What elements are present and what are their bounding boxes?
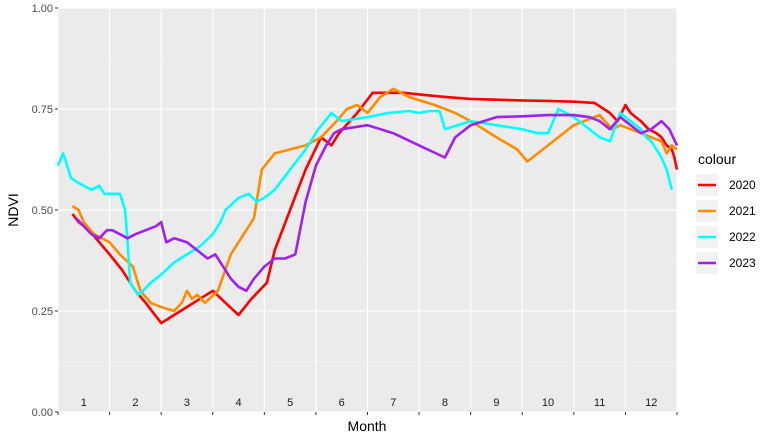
legend-label-2020: 2020	[729, 178, 756, 192]
month-label: 9	[493, 397, 499, 409]
month-label: 10	[542, 397, 554, 409]
y-axis: 0.00 0.25 0.50 0.75 1.00	[32, 3, 58, 419]
month-label: 7	[390, 397, 396, 409]
y-tick-label: 0.75	[32, 104, 53, 116]
series-line-2021	[71, 87, 678, 313]
month-labels: 1 2 3 4 5 6 7 8 9 10 11 12	[81, 397, 658, 409]
legend: colour 2020 2021 2022 2023	[696, 151, 756, 274]
y-tick-label: 0.50	[32, 205, 53, 217]
month-label: 6	[339, 397, 345, 409]
month-label: 2	[132, 397, 138, 409]
month-label: 1	[81, 397, 87, 409]
month-label: 12	[645, 397, 657, 409]
legend-title: colour	[698, 151, 736, 167]
series-line-2020	[71, 91, 679, 325]
month-label: 8	[442, 397, 448, 409]
x-axis-title: Month	[348, 418, 387, 434]
x-axis	[57, 412, 678, 415]
month-label: 4	[235, 397, 241, 409]
month-label: 5	[287, 397, 293, 409]
series-lines	[56, 87, 679, 325]
series-line-2022	[56, 107, 674, 297]
month-label: 3	[184, 397, 190, 409]
legend-label-2021: 2021	[729, 204, 756, 218]
y-tick-label: 0.25	[32, 306, 53, 318]
month-label: 11	[594, 397, 605, 409]
legend-label-2023: 2023	[729, 256, 756, 270]
y-axis-title: NDVI	[5, 193, 21, 226]
y-tick-label: 0.00	[32, 407, 53, 419]
series-line-2023	[75, 113, 679, 293]
y-tick-label: 1.00	[32, 3, 53, 15]
legend-label-2022: 2022	[729, 230, 756, 244]
